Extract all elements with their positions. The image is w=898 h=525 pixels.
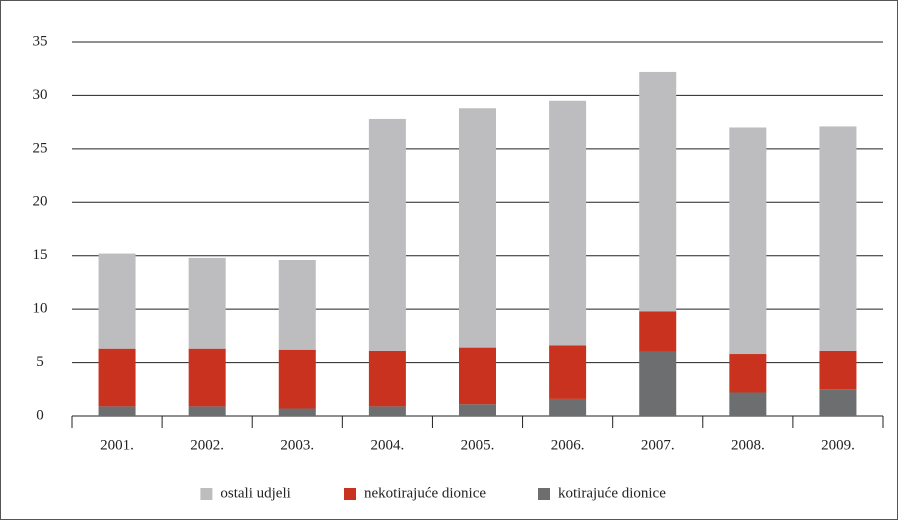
bar-segment	[819, 126, 857, 351]
x-tick-label: 2002.	[190, 437, 224, 453]
bar-segment	[278, 349, 316, 409]
bar-segment	[639, 311, 677, 352]
x-tick-label: 2004.	[371, 437, 405, 453]
bar-segment	[368, 118, 406, 351]
bar-segment	[188, 406, 226, 416]
bar-segment	[459, 347, 496, 405]
bar-segment	[459, 404, 496, 416]
legend-swatch	[344, 488, 356, 500]
y-tick-label: 10	[33, 301, 48, 317]
legend-label: ostali udjeli	[220, 485, 290, 501]
x-tick-label: 2007.	[641, 437, 675, 453]
bar-segment	[368, 350, 406, 407]
x-tick-label: 2001.	[100, 437, 134, 453]
bar-segment	[639, 71, 677, 312]
y-tick-label: 25	[33, 140, 48, 156]
x-tick-label: 2005.	[461, 437, 495, 453]
y-tick-label: 0	[36, 407, 44, 423]
bar-segment	[639, 351, 677, 416]
x-tick-label: 2003.	[280, 437, 314, 453]
x-tick-label: 2008.	[731, 437, 765, 453]
bar-segment	[188, 257, 226, 349]
bar-segment	[819, 389, 857, 416]
bar-segment	[549, 345, 587, 399]
bar-segment	[98, 253, 136, 349]
bar-segment	[549, 398, 587, 416]
bar-segment	[98, 348, 136, 407]
y-tick-label: 5	[36, 354, 44, 370]
bar-segment	[549, 100, 587, 346]
y-tick-label: 35	[33, 33, 48, 49]
bar-segment	[729, 354, 767, 393]
legend-label: kotirajuće dionice	[558, 485, 666, 501]
y-tick-label: 20	[33, 194, 48, 210]
x-tick-label: 2009.	[821, 437, 855, 453]
legend-swatch	[538, 488, 550, 500]
bar-segment	[729, 127, 767, 355]
bar-segment	[459, 108, 496, 348]
bar-segment	[278, 408, 316, 416]
y-tick-label: 15	[33, 247, 48, 263]
bar-segment	[278, 259, 316, 350]
bar-segment	[98, 406, 136, 416]
y-tick-label: 30	[33, 87, 48, 103]
x-tick-label: 2006.	[551, 437, 585, 453]
legend-label: nekotirajuće dionice	[364, 485, 486, 501]
bar-segment	[729, 392, 767, 416]
bar-segment	[368, 406, 406, 416]
legend-swatch	[200, 488, 213, 500]
bar-segment	[819, 350, 857, 390]
bar-segment	[188, 348, 226, 407]
